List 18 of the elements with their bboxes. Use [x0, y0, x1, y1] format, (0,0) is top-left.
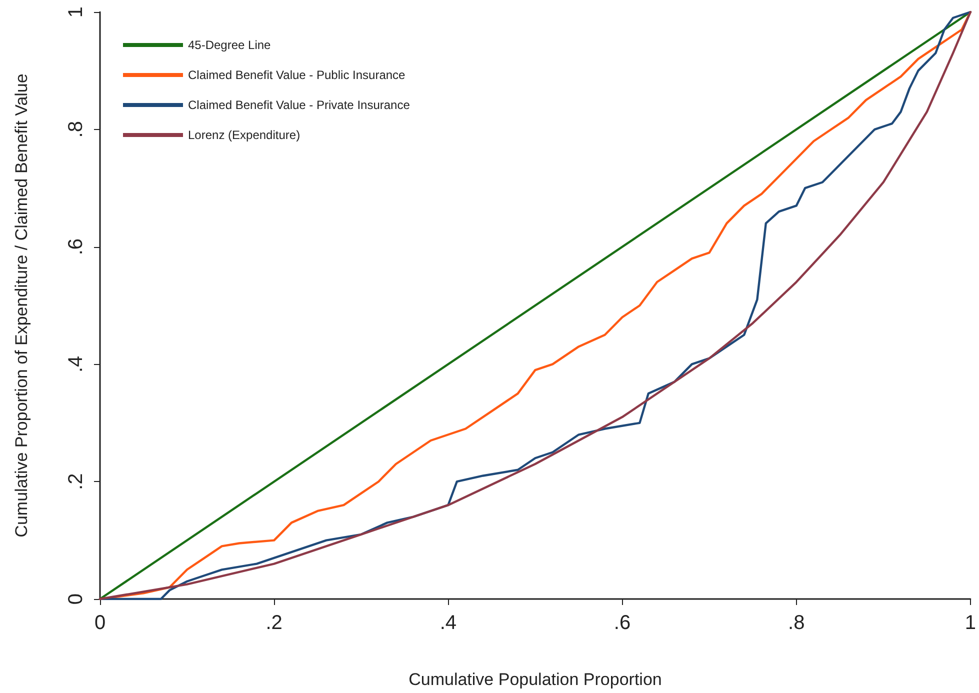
x-tick-label: .8	[788, 612, 805, 634]
y-tick-label: .4	[65, 356, 87, 373]
x-tick-label: .4	[440, 612, 457, 634]
y-tick-label: .2	[65, 473, 87, 490]
y-tick-label: .6	[65, 238, 87, 256]
legend-label: 45-Degree Line	[188, 38, 272, 52]
x-tick-label: .2	[266, 612, 282, 634]
legend-label: Claimed Benefit Value - Private Insurance	[188, 98, 410, 112]
x-tick-label: .6	[614, 612, 631, 634]
x-tick-label: 1	[964, 612, 976, 634]
y-tick-label: 0	[65, 593, 87, 605]
x-axis-title: Cumulative Population Proportion	[408, 670, 662, 689]
y-tick-label: .8	[65, 121, 87, 138]
y-axis-title: Cumulative Proportion of Expenditure / Claimed Benefit Value	[12, 74, 31, 538]
y-tick-label: 1	[65, 6, 87, 18]
legend-label: Lorenz (Expenditure)	[188, 128, 300, 142]
x-tick-label: 0	[94, 612, 106, 634]
legend-label: Claimed Benefit Value - Public Insurance	[188, 68, 406, 82]
